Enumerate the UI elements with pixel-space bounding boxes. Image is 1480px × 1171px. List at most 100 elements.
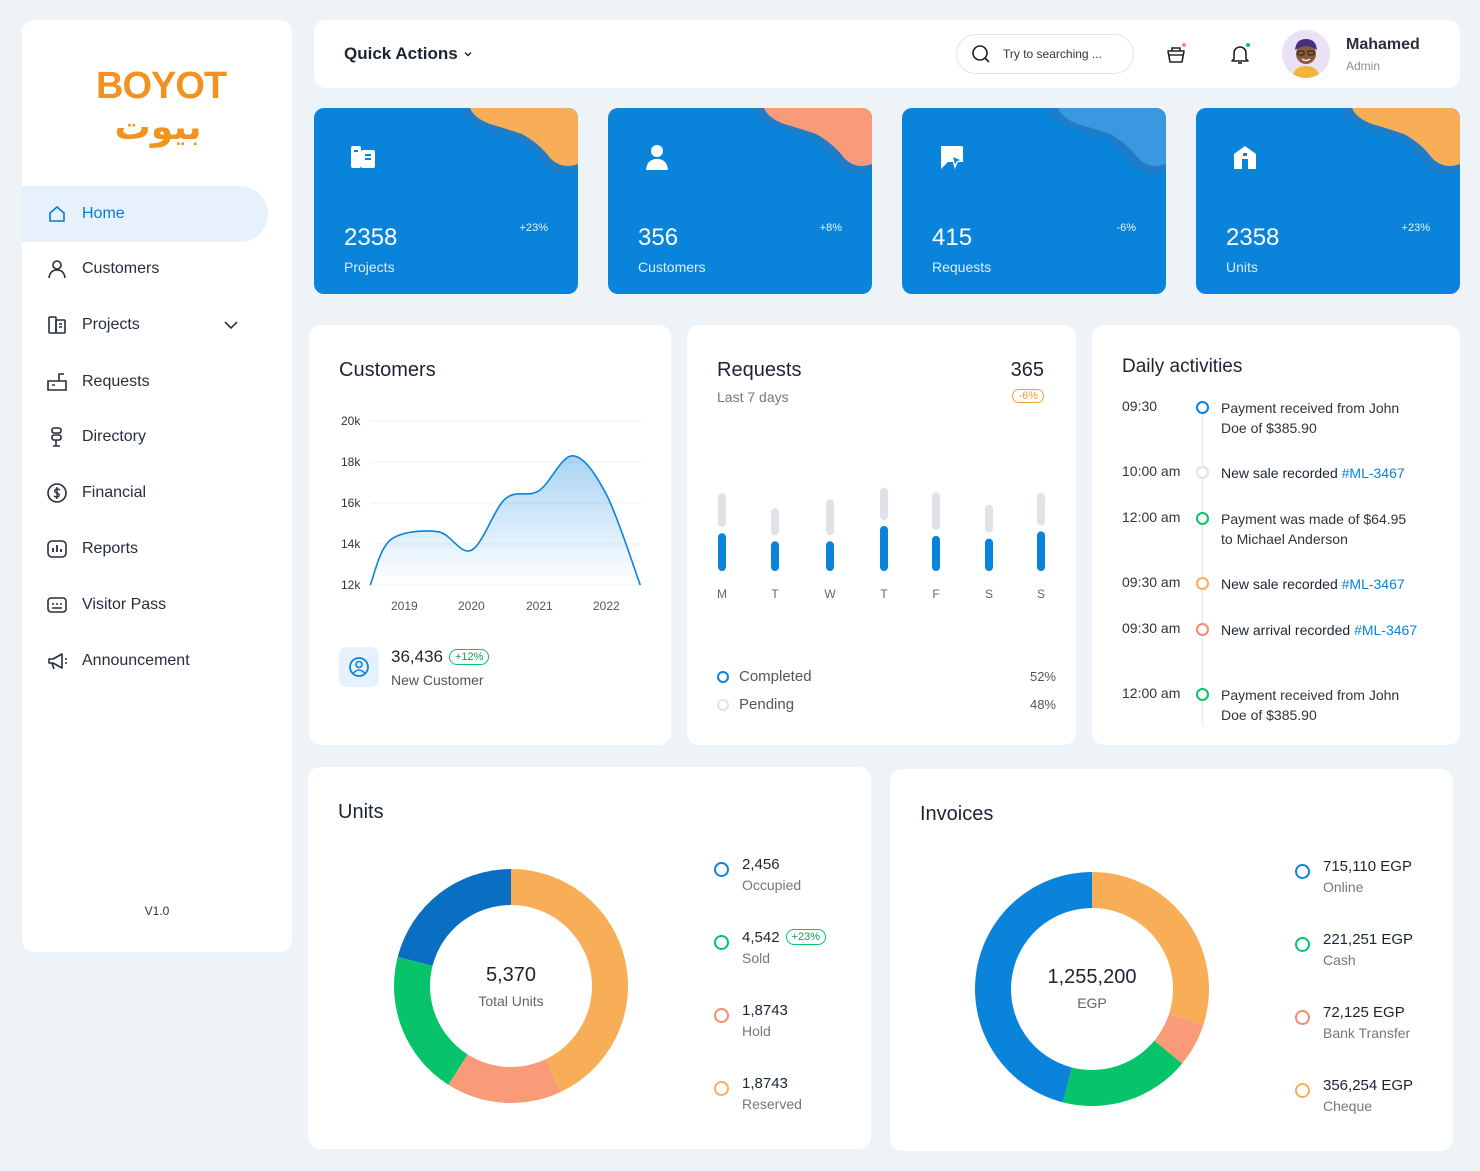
bar-completed[interactable] — [771, 541, 779, 571]
sidebar-item-reports[interactable]: Reports — [22, 521, 268, 577]
x-tick-label: 2022 — [593, 599, 620, 613]
units-center: 5,370 Total Units — [411, 964, 611, 1009]
user-icon — [646, 145, 668, 170]
brand-logo-arabic: بيوت — [114, 107, 202, 148]
building-icon — [1234, 146, 1256, 169]
bar-pending[interactable] — [718, 493, 726, 528]
legend-pending: Pending — [717, 696, 794, 713]
brand-logo[interactable]: BOYOT بيوت — [96, 65, 227, 162]
invoices-card: Invoices 1,255,200 EGP 715,110 EGP Online… — [890, 769, 1453, 1151]
bar-completed[interactable] — [880, 526, 888, 571]
sidebar-item-label: Requests — [82, 373, 150, 390]
sidebar-item-directory[interactable]: Directory — [22, 409, 268, 465]
search-input[interactable] — [1003, 47, 1123, 61]
brand-logo-latin: BOYOT — [96, 65, 227, 107]
legend-value: 221,251 EGP — [1323, 931, 1413, 948]
megaphone-icon — [48, 653, 67, 670]
decorative-blob-icon — [1340, 108, 1460, 174]
stat-change: +23% — [1401, 222, 1430, 234]
units-slice[interactable] — [394, 956, 468, 1085]
legend-value-text: 2,456 — [742, 856, 780, 873]
legend-completed-label: Completed — [739, 668, 812, 685]
stat-card-requests[interactable]: 415 Requests -6% — [902, 108, 1166, 294]
activity-link[interactable]: #ML-3467 — [1341, 576, 1405, 592]
customers-card: Customers 20k 18k 16k 14k 12k 2019 2020 … — [309, 325, 671, 745]
day-label: T — [880, 587, 888, 601]
stat-card-units[interactable]: 2358 Units +23% — [1196, 108, 1460, 294]
activity-time: 09:30 am — [1122, 574, 1181, 590]
bar-completed[interactable] — [985, 538, 993, 571]
requests-change-badge: -6% — [1012, 389, 1044, 403]
new-customer-badge — [339, 647, 379, 687]
stat-card-projects[interactable]: 2358 Projects +23% — [314, 108, 578, 294]
legend-item: 1,8743 Hold — [714, 1002, 788, 1039]
home-icon — [49, 206, 65, 222]
sidebar-item-label: Projects — [82, 316, 140, 333]
bar-pending[interactable] — [771, 508, 779, 536]
bar-completed[interactable] — [718, 533, 726, 571]
basket-button[interactable] — [1164, 42, 1188, 66]
search-box[interactable] — [956, 34, 1134, 74]
stat-card-customers[interactable]: 356 Customers +8% — [608, 108, 872, 294]
timeline-dot-icon — [1196, 623, 1209, 636]
legend-value-text: 72,125 EGP — [1323, 1004, 1405, 1021]
sidebar-item-requests[interactable]: Requests — [22, 354, 268, 410]
bell-icon — [1231, 43, 1250, 64]
legend-value-text: 715,110 EGP — [1323, 858, 1412, 875]
legend-label: Occupied — [742, 877, 802, 893]
timeline-dot-icon — [1196, 688, 1209, 701]
units-slice[interactable] — [397, 869, 511, 966]
day-label: W — [824, 587, 836, 601]
sidebar-item-projects[interactable]: Projects — [22, 297, 268, 353]
sidebar-item-visitor-pass[interactable]: Visitor Pass — [22, 577, 268, 633]
invoice-slice[interactable] — [1092, 872, 1209, 1026]
bar-completed[interactable] — [932, 535, 940, 571]
chevron-down-icon[interactable] — [222, 316, 240, 334]
sidebar-item-announcement[interactable]: Announcement — [22, 633, 268, 689]
bar-pending[interactable] — [1037, 493, 1045, 526]
invoice-slice[interactable] — [1154, 1014, 1204, 1064]
stat-value: 356 — [638, 224, 679, 251]
units-slice[interactable] — [511, 869, 628, 1092]
basket-icon — [1167, 43, 1186, 63]
bar-pending[interactable] — [985, 504, 993, 533]
new-customer-value: 36,436 +12% — [391, 647, 490, 667]
projects-icon — [351, 146, 375, 168]
user-role: Admin — [1346, 59, 1381, 73]
invoice-slice[interactable] — [1062, 1040, 1183, 1106]
quick-actions-dropdown[interactable]: Quick Actions — [344, 44, 474, 64]
search-icon — [972, 45, 990, 63]
legend-value: 72,125 EGP — [1323, 1004, 1410, 1021]
activity-link[interactable]: #ML-3467 — [1341, 465, 1405, 481]
invoice-slice[interactable] — [975, 872, 1092, 1103]
legend-value-text: 4,542 — [742, 929, 780, 946]
sidebar-item-customers[interactable]: Customers — [22, 241, 268, 297]
notifications-button[interactable] — [1228, 42, 1252, 66]
legend-value-text: 356,254 EGP — [1323, 1077, 1414, 1094]
legend-text: 1,8743 Reserved — [742, 1075, 802, 1112]
bar-pending[interactable] — [932, 492, 940, 530]
customers-series-line — [369, 455, 641, 586]
legend-value: 4,542 +23% — [742, 929, 826, 946]
x-tick-label: 2021 — [526, 599, 553, 613]
invoices-center: 1,255,200 EGP — [992, 966, 1192, 1011]
legend-text: 715,110 EGP Online — [1323, 858, 1412, 895]
bar-completed[interactable] — [1037, 531, 1045, 571]
bar-pending[interactable] — [880, 487, 888, 520]
sidebar-item-financial[interactable]: Financial — [22, 465, 268, 521]
projects-icon — [48, 316, 66, 334]
legend-label: Cash — [1323, 952, 1356, 968]
sidebar-item-home[interactable]: Home — [22, 186, 268, 242]
activity-text: New arrival recorded #ML-3467 — [1221, 620, 1421, 640]
bar-pending[interactable] — [826, 499, 834, 536]
avatar[interactable] — [1282, 30, 1330, 78]
daily-activities-card: Daily activities 09:30 Payment received f… — [1092, 325, 1460, 745]
bar-completed[interactable] — [826, 541, 834, 571]
legend-item: 221,251 EGP Cash — [1295, 931, 1413, 968]
units-total: 5,370 — [485, 964, 537, 986]
stat-change: +23% — [519, 222, 548, 234]
units-slice[interactable] — [448, 1054, 561, 1103]
bar-chart-icon — [47, 540, 67, 558]
legend-text: 2,456 Occupied — [742, 856, 801, 893]
activity-link[interactable]: #ML-3467 — [1354, 622, 1418, 638]
